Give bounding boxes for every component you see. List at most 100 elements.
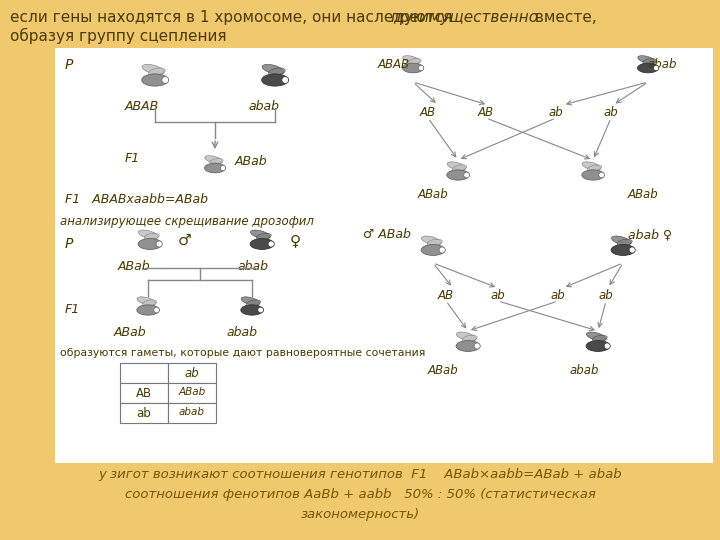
- Ellipse shape: [251, 230, 270, 239]
- Text: ♀: ♀: [290, 233, 301, 248]
- Circle shape: [258, 307, 264, 313]
- Circle shape: [156, 241, 162, 247]
- Text: анализирующее скрещивание дрозофил: анализирующее скрещивание дрозофил: [60, 215, 314, 228]
- Circle shape: [599, 172, 605, 178]
- Text: ab: ab: [137, 407, 151, 420]
- Text: abab: abab: [226, 326, 257, 339]
- Ellipse shape: [588, 165, 602, 171]
- Text: AB: AB: [478, 106, 494, 119]
- Circle shape: [220, 165, 226, 171]
- Ellipse shape: [269, 68, 285, 75]
- Text: abab: abab: [237, 260, 268, 273]
- Ellipse shape: [137, 305, 159, 315]
- Ellipse shape: [447, 162, 466, 170]
- Ellipse shape: [246, 300, 261, 306]
- Text: закономерность): закономерность): [300, 508, 420, 521]
- Text: ab: ab: [598, 289, 613, 302]
- Circle shape: [439, 247, 445, 253]
- Text: вместе,: вместе,: [530, 10, 597, 25]
- Ellipse shape: [402, 63, 423, 73]
- Ellipse shape: [408, 58, 421, 64]
- Text: соотношения фенотипов AaBb + aabb   50% : 50% (статистическая: соотношения фенотипов AaBb + aabb 50% : …: [125, 488, 595, 501]
- Text: abab: abab: [648, 58, 678, 71]
- Text: ABab: ABab: [628, 188, 659, 201]
- Text: AB: AB: [420, 106, 436, 119]
- FancyBboxPatch shape: [358, 48, 713, 463]
- Ellipse shape: [138, 239, 162, 249]
- Ellipse shape: [148, 68, 166, 75]
- Ellipse shape: [611, 236, 631, 245]
- Ellipse shape: [261, 74, 288, 86]
- FancyBboxPatch shape: [120, 403, 168, 423]
- Ellipse shape: [447, 170, 469, 180]
- Ellipse shape: [592, 335, 607, 342]
- Ellipse shape: [240, 305, 264, 315]
- Ellipse shape: [456, 341, 480, 352]
- Ellipse shape: [586, 332, 606, 341]
- Text: ABab: ABab: [235, 155, 268, 168]
- Circle shape: [268, 241, 274, 247]
- FancyBboxPatch shape: [120, 363, 168, 383]
- Ellipse shape: [250, 239, 274, 249]
- Text: ABab: ABab: [179, 387, 206, 397]
- Ellipse shape: [638, 56, 655, 64]
- Text: образуются гаметы, которые дают равновероятные сочетания: образуются гаметы, которые дают равновер…: [60, 348, 426, 358]
- Text: ABAB: ABAB: [378, 58, 410, 71]
- Text: преимущественно: преимущественно: [390, 10, 538, 25]
- Ellipse shape: [462, 335, 477, 342]
- Ellipse shape: [204, 156, 222, 164]
- FancyBboxPatch shape: [168, 383, 216, 403]
- Ellipse shape: [204, 163, 225, 173]
- Ellipse shape: [582, 162, 600, 170]
- Circle shape: [464, 172, 469, 178]
- Circle shape: [418, 65, 424, 71]
- Text: ab: ab: [490, 289, 505, 302]
- Circle shape: [604, 343, 611, 349]
- Text: AB: AB: [136, 387, 152, 400]
- Text: abab: abab: [248, 100, 279, 113]
- Ellipse shape: [456, 332, 476, 341]
- Text: ABab: ABab: [118, 260, 150, 273]
- Ellipse shape: [427, 239, 442, 246]
- Text: у зигот возникают соотношения генотипов  F1    ABab×aabb=ABab + abab: у зигот возникают соотношения генотипов …: [98, 468, 622, 481]
- Ellipse shape: [611, 245, 635, 255]
- Text: F1: F1: [125, 152, 140, 165]
- Text: ABab: ABab: [428, 364, 459, 377]
- Text: abab: abab: [179, 407, 205, 417]
- Circle shape: [654, 65, 659, 71]
- Text: ab: ab: [551, 289, 565, 302]
- Text: ABab: ABab: [418, 188, 449, 201]
- Ellipse shape: [262, 64, 284, 75]
- FancyBboxPatch shape: [168, 403, 216, 423]
- Ellipse shape: [138, 230, 158, 239]
- Ellipse shape: [241, 297, 260, 305]
- Text: abab: abab: [570, 364, 600, 377]
- Text: ABAB: ABAB: [125, 100, 159, 113]
- Ellipse shape: [256, 233, 271, 240]
- Ellipse shape: [582, 170, 604, 180]
- Ellipse shape: [210, 159, 223, 164]
- Ellipse shape: [137, 297, 156, 305]
- Text: F1: F1: [65, 303, 80, 316]
- Ellipse shape: [142, 64, 164, 75]
- Text: если гены находятся в 1 хромосоме, они наследуются: если гены находятся в 1 хромосоме, они н…: [10, 10, 457, 25]
- Text: P: P: [65, 58, 73, 72]
- Ellipse shape: [643, 58, 656, 64]
- Circle shape: [162, 77, 168, 83]
- Text: ♂ ABab: ♂ ABab: [363, 228, 411, 241]
- Text: образуя группу сцепления: образуя группу сцепления: [10, 28, 227, 44]
- FancyBboxPatch shape: [168, 363, 216, 383]
- FancyBboxPatch shape: [55, 48, 365, 463]
- Ellipse shape: [402, 56, 420, 64]
- Text: P: P: [65, 237, 73, 251]
- Circle shape: [154, 307, 160, 313]
- Ellipse shape: [142, 74, 168, 86]
- Text: F1   ABABxaabb=ABab: F1 ABABxaabb=ABab: [65, 193, 208, 206]
- Ellipse shape: [421, 236, 441, 245]
- Ellipse shape: [586, 341, 610, 352]
- FancyBboxPatch shape: [120, 383, 168, 403]
- Ellipse shape: [637, 63, 659, 73]
- Ellipse shape: [144, 233, 159, 240]
- Circle shape: [474, 343, 480, 349]
- Ellipse shape: [421, 245, 445, 255]
